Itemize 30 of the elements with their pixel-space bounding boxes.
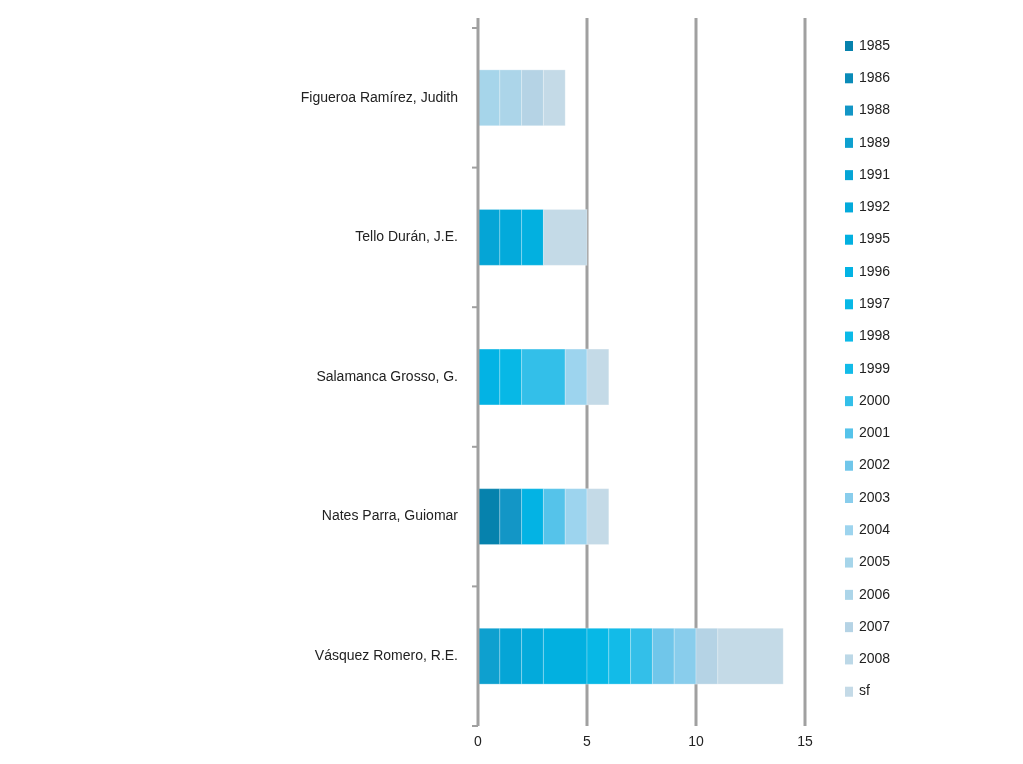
x-tick-label: 5 [583, 733, 592, 749]
legend-label: 1991 [859, 165, 891, 182]
legend-label: 2000 [859, 391, 891, 408]
legend-label: 1989 [859, 133, 891, 150]
x-tick-label: 15 [797, 733, 813, 749]
legend-label: 2007 [859, 617, 891, 634]
legend-label: 1986 [859, 68, 891, 85]
y-tick-label: Vásquez Romero, R.E. [314, 646, 458, 663]
legend-label: sf [859, 682, 870, 699]
y-tick-label: Figueroa Ramírez, Judith [300, 88, 458, 105]
legend-label: 1992 [859, 198, 891, 215]
legend-label: 2003 [859, 488, 891, 505]
legend-label: 1996 [859, 262, 891, 279]
legend-label: 1985 [859, 36, 891, 53]
legend-label: 2001 [859, 424, 891, 441]
legend-label: 2004 [859, 520, 891, 537]
legend-label: 1999 [859, 359, 891, 376]
legend-label: 2005 [859, 553, 891, 570]
legend-label: 2008 [859, 650, 891, 667]
legend-label: 1988 [859, 101, 891, 118]
legend-label: 2006 [859, 585, 891, 602]
y-tick-label: Salamanca Grosso, G. [316, 367, 458, 384]
y-tick-label: Nates Parra, Guiomar [321, 507, 459, 524]
legend-label: 2002 [859, 456, 891, 473]
y-tick-label: Tello Durán, J.E. [355, 228, 458, 245]
x-tick-label: 0 [474, 733, 483, 749]
legend-label: 1997 [859, 294, 891, 311]
legend-label: 1998 [859, 327, 891, 344]
x-tick-label: 10 [688, 733, 704, 749]
legend-label: 1995 [859, 230, 891, 247]
